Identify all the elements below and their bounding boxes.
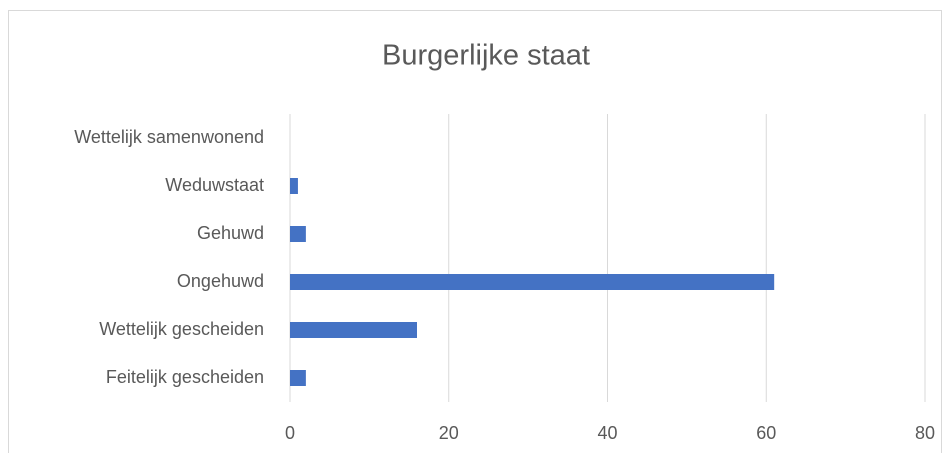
y-tick-label: Ongehuwd: [177, 271, 264, 291]
bar: [290, 274, 775, 290]
x-tick-label: 0: [285, 423, 295, 443]
y-tick-label: Wettelijk samenwonend: [74, 127, 264, 147]
chart-border: [8, 10, 942, 453]
y-tick-label: Gehuwd: [197, 223, 264, 243]
x-tick-label: 20: [439, 423, 459, 443]
y-tick-label: Feitelijk gescheiden: [106, 367, 264, 387]
y-tick-label: Weduwstaat: [165, 175, 264, 195]
x-tick-label: 80: [915, 423, 935, 443]
chart-title: Burgerlijke staat: [382, 40, 590, 72]
bar: [290, 178, 298, 194]
y-tick-label: Wettelijk gescheiden: [99, 319, 264, 339]
bar: [290, 370, 306, 386]
bar: [290, 322, 417, 338]
x-tick-label: 60: [756, 423, 776, 443]
x-tick-label: 40: [597, 423, 617, 443]
bar: [290, 226, 306, 242]
